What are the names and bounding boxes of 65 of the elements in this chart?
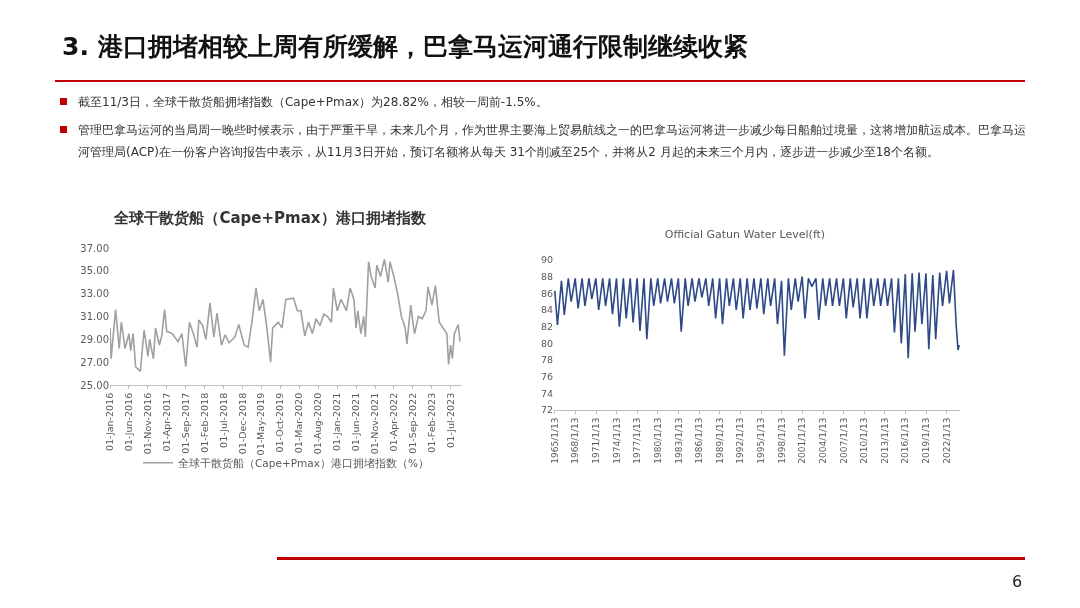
x-tick-label: 2013/1/13 <box>879 417 890 464</box>
x-tick-label: 01-Aug-2020 <box>312 392 324 455</box>
x-tick-label: 01-Sep-2022 <box>406 392 418 454</box>
x-tick-label: 01-Jan-2021 <box>331 392 343 452</box>
x-tick-label: 01-Oct-2019 <box>274 392 286 453</box>
y-tick-label: 35.00 <box>80 265 109 277</box>
x-tick-label: 01-Jul-2018 <box>217 392 229 448</box>
x-tick-label: 2010/1/13 <box>859 417 870 464</box>
text: 截至11/3日，全球干散货船拥堵指数（Cape+Pmax）为28.82%，相较一周前-1.5%。 <box>60 91 1030 113</box>
x-tick-label: 01-Mar-2020 <box>293 392 305 454</box>
x-tick-label: 1977/1/13 <box>632 417 643 464</box>
y-tick-label: 80 <box>540 337 553 349</box>
y-tick-label: 25.00 <box>80 379 109 391</box>
x-tick-label: 1968/1/13 <box>570 417 581 464</box>
x-tick-label: 01-Feb-2018 <box>198 392 210 453</box>
y-tick-label: 76 <box>540 370 553 382</box>
x-tick-label: 1980/1/13 <box>652 417 663 464</box>
text: 管理巴拿马运河的当局周一晚些时候表示，由于严重干旱，未来几个月，作为世界主要海上贸易航线之一的巴拿马运河将进一步减少每日船舶过境量，这将增加航运成本。巴拿马运河管理局(ACP)在一份客户咨询报告中表示，从11月3日开始，预订名额将从每天 31个削减至25个，并将从2 月起的未来三个月内，逐步进一步减少至18个名额。 <box>60 119 1030 163</box>
x-tick-label: 01-Apr-2017 <box>160 392 172 452</box>
chart-title: Official Gatun Water Level(ft) <box>664 227 826 241</box>
text: 3. 港口拥堵相较上周有所缓解，巴拿马运河通行限制继续收紧 <box>62 31 748 63</box>
y-tick-label: 37.00 <box>80 242 109 254</box>
y-tick-label: 86 <box>540 287 553 299</box>
x-tick-label: 1974/1/13 <box>611 417 622 464</box>
x-tick-label: 2016/1/13 <box>900 417 911 464</box>
x-tick-label: 01-Jun-2016 <box>123 392 134 452</box>
x-tick-label: 1992/1/13 <box>735 417 746 464</box>
y-tick-label: 33.00 <box>80 288 109 300</box>
x-tick-label: 01-Jan-2016 <box>104 392 116 452</box>
legend-label: 全球干散货船（Cape+Pmax）港口拥堵指数（%） <box>178 456 429 469</box>
chart-title: 全球干散货船（Cape+Pmax）港口拥堵指数 <box>113 208 427 227</box>
y-tick-label: 29.00 <box>80 333 109 345</box>
x-tick-label: 01-Nov-2016 <box>142 392 154 455</box>
x-tick-label: 01-Apr-2022 <box>387 392 399 452</box>
y-tick-label: 88 <box>540 270 553 282</box>
x-tick-label: 1971/1/13 <box>590 417 601 464</box>
x-tick-label: 1965/1/13 <box>549 417 560 464</box>
line-series <box>554 269 960 360</box>
x-tick-label: 01-Jun-2021 <box>350 392 362 452</box>
x-tick-label: 01-Feb-2023 <box>425 392 437 453</box>
x-tick-label: 1986/1/13 <box>694 417 705 464</box>
y-tick-label: 72 <box>540 404 553 416</box>
y-tick-label: 27.00 <box>80 356 109 368</box>
x-tick-label: 1989/1/13 <box>714 417 725 464</box>
x-tick-label: 01-Jul-2023 <box>444 392 456 448</box>
x-tick-label: 01-Sep-2017 <box>179 392 191 454</box>
x-tick-label: 2007/1/13 <box>838 417 849 464</box>
y-tick-label: 84 <box>540 304 553 316</box>
x-tick-label: 1983/1/13 <box>673 417 684 464</box>
x-tick-label: 1998/1/13 <box>776 417 787 464</box>
x-tick-label: 01-May-2019 <box>255 392 267 456</box>
line-series <box>110 258 461 373</box>
y-tick-label: 82 <box>540 320 553 332</box>
x-tick-label: 1995/1/13 <box>756 417 767 464</box>
x-tick-label: 2004/1/13 <box>817 417 828 464</box>
x-tick-label: 2022/1/13 <box>941 417 952 464</box>
y-tick-label: 31.00 <box>80 311 109 322</box>
x-tick-label: 01-Dec-2018 <box>236 392 248 455</box>
x-tick-label: 01-Nov-2021 <box>369 392 381 455</box>
y-tick-label: 78 <box>540 354 553 366</box>
x-tick-label: 2001/1/13 <box>797 417 808 464</box>
x-tick-label: 2019/1/13 <box>921 417 932 464</box>
y-tick-label: 90 <box>540 254 553 266</box>
text: 6 <box>1012 572 1023 591</box>
y-tick-label: 74 <box>540 387 553 399</box>
